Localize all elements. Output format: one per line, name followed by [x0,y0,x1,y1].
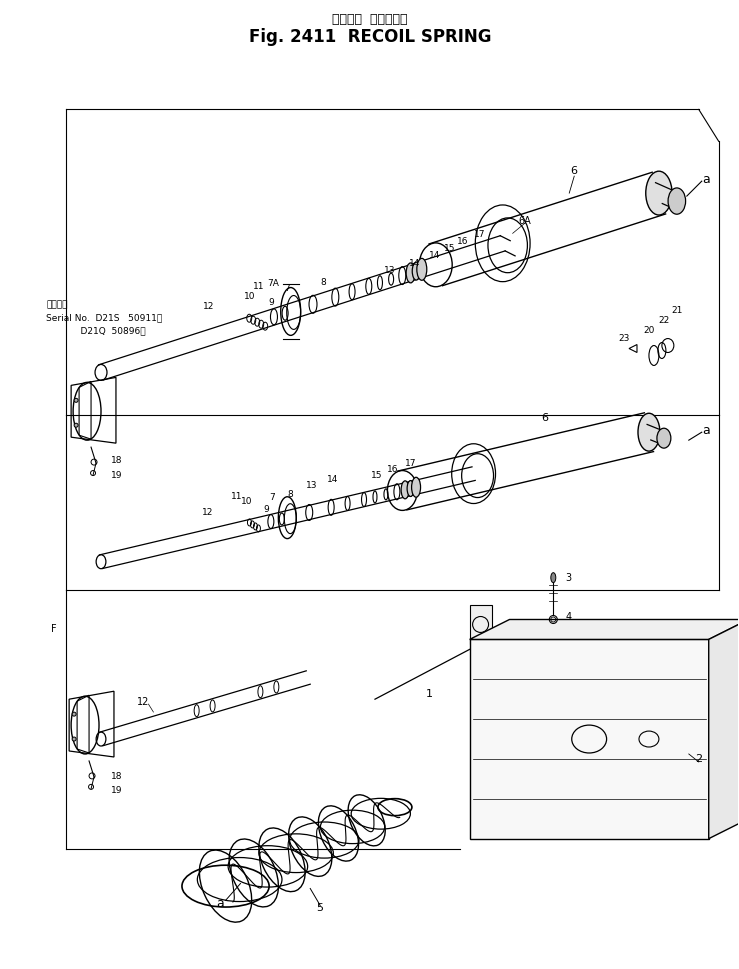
Ellipse shape [74,398,78,402]
Ellipse shape [401,481,409,499]
Ellipse shape [551,573,556,582]
Text: 1: 1 [426,689,433,700]
Text: 7A: 7A [268,279,279,288]
Text: a: a [703,172,710,186]
Text: 17: 17 [474,231,486,239]
Text: 16: 16 [387,464,398,474]
Text: 12: 12 [202,302,214,311]
Text: 14: 14 [429,251,440,261]
Text: 21: 21 [671,306,683,315]
Text: 9: 9 [263,505,269,514]
Text: Fig. 2411  RECOIL SPRING: Fig. 2411 RECOIL SPRING [249,28,491,46]
Text: 13: 13 [384,266,395,275]
Text: 7: 7 [285,284,290,293]
Text: 23: 23 [619,334,630,343]
Ellipse shape [407,481,414,496]
Ellipse shape [638,413,660,452]
Ellipse shape [406,263,415,283]
Text: 適用号機: 適用号機 [47,300,68,310]
Ellipse shape [72,737,76,741]
Ellipse shape [646,172,672,215]
Text: D21Q  50896～: D21Q 50896～ [47,327,146,335]
Text: 5: 5 [317,903,324,914]
Text: 19: 19 [111,787,123,796]
Ellipse shape [668,188,686,214]
Text: 19: 19 [111,471,123,480]
Ellipse shape [72,712,76,716]
Text: 20: 20 [643,327,655,335]
Bar [469,605,491,644]
Text: 12: 12 [202,508,214,517]
Ellipse shape [657,428,671,448]
Text: 12: 12 [137,697,149,707]
Polygon shape [709,619,739,838]
Text: 18: 18 [111,455,123,464]
Text: 6: 6 [571,166,578,176]
Text: Serial No.  D21S   50911～: Serial No. D21S 50911～ [47,314,163,323]
Text: 7: 7 [269,492,275,502]
Text: 14: 14 [409,260,420,268]
Ellipse shape [412,478,420,497]
Text: 2: 2 [695,754,702,764]
Text: リコイル  スプリング: リコイル スプリング [333,14,408,26]
Text: F: F [50,624,56,635]
Text: 13: 13 [305,481,317,490]
Ellipse shape [412,263,420,280]
Text: a: a [217,897,225,910]
Text: 11: 11 [231,492,242,501]
Text: 6: 6 [541,413,548,423]
Text: 3: 3 [565,573,571,582]
Text: 8: 8 [320,278,326,287]
Text: 6A: 6A [518,216,531,227]
Text: 8: 8 [287,489,293,499]
Text: 15: 15 [444,244,455,253]
Ellipse shape [417,259,427,280]
Text: 9: 9 [268,298,273,307]
Text: 16: 16 [457,237,469,246]
Text: 10: 10 [244,292,256,300]
Ellipse shape [74,423,78,427]
Text: 4: 4 [565,612,571,622]
Text: 17: 17 [405,459,417,468]
Text: 22: 22 [658,316,670,326]
Polygon shape [469,640,709,838]
Text: 14: 14 [327,475,338,484]
Text: a: a [703,423,710,437]
Text: 10: 10 [241,497,253,507]
Polygon shape [469,619,739,640]
Text: 18: 18 [111,772,123,781]
Text: 15: 15 [371,471,383,480]
Text: 11: 11 [253,282,264,292]
